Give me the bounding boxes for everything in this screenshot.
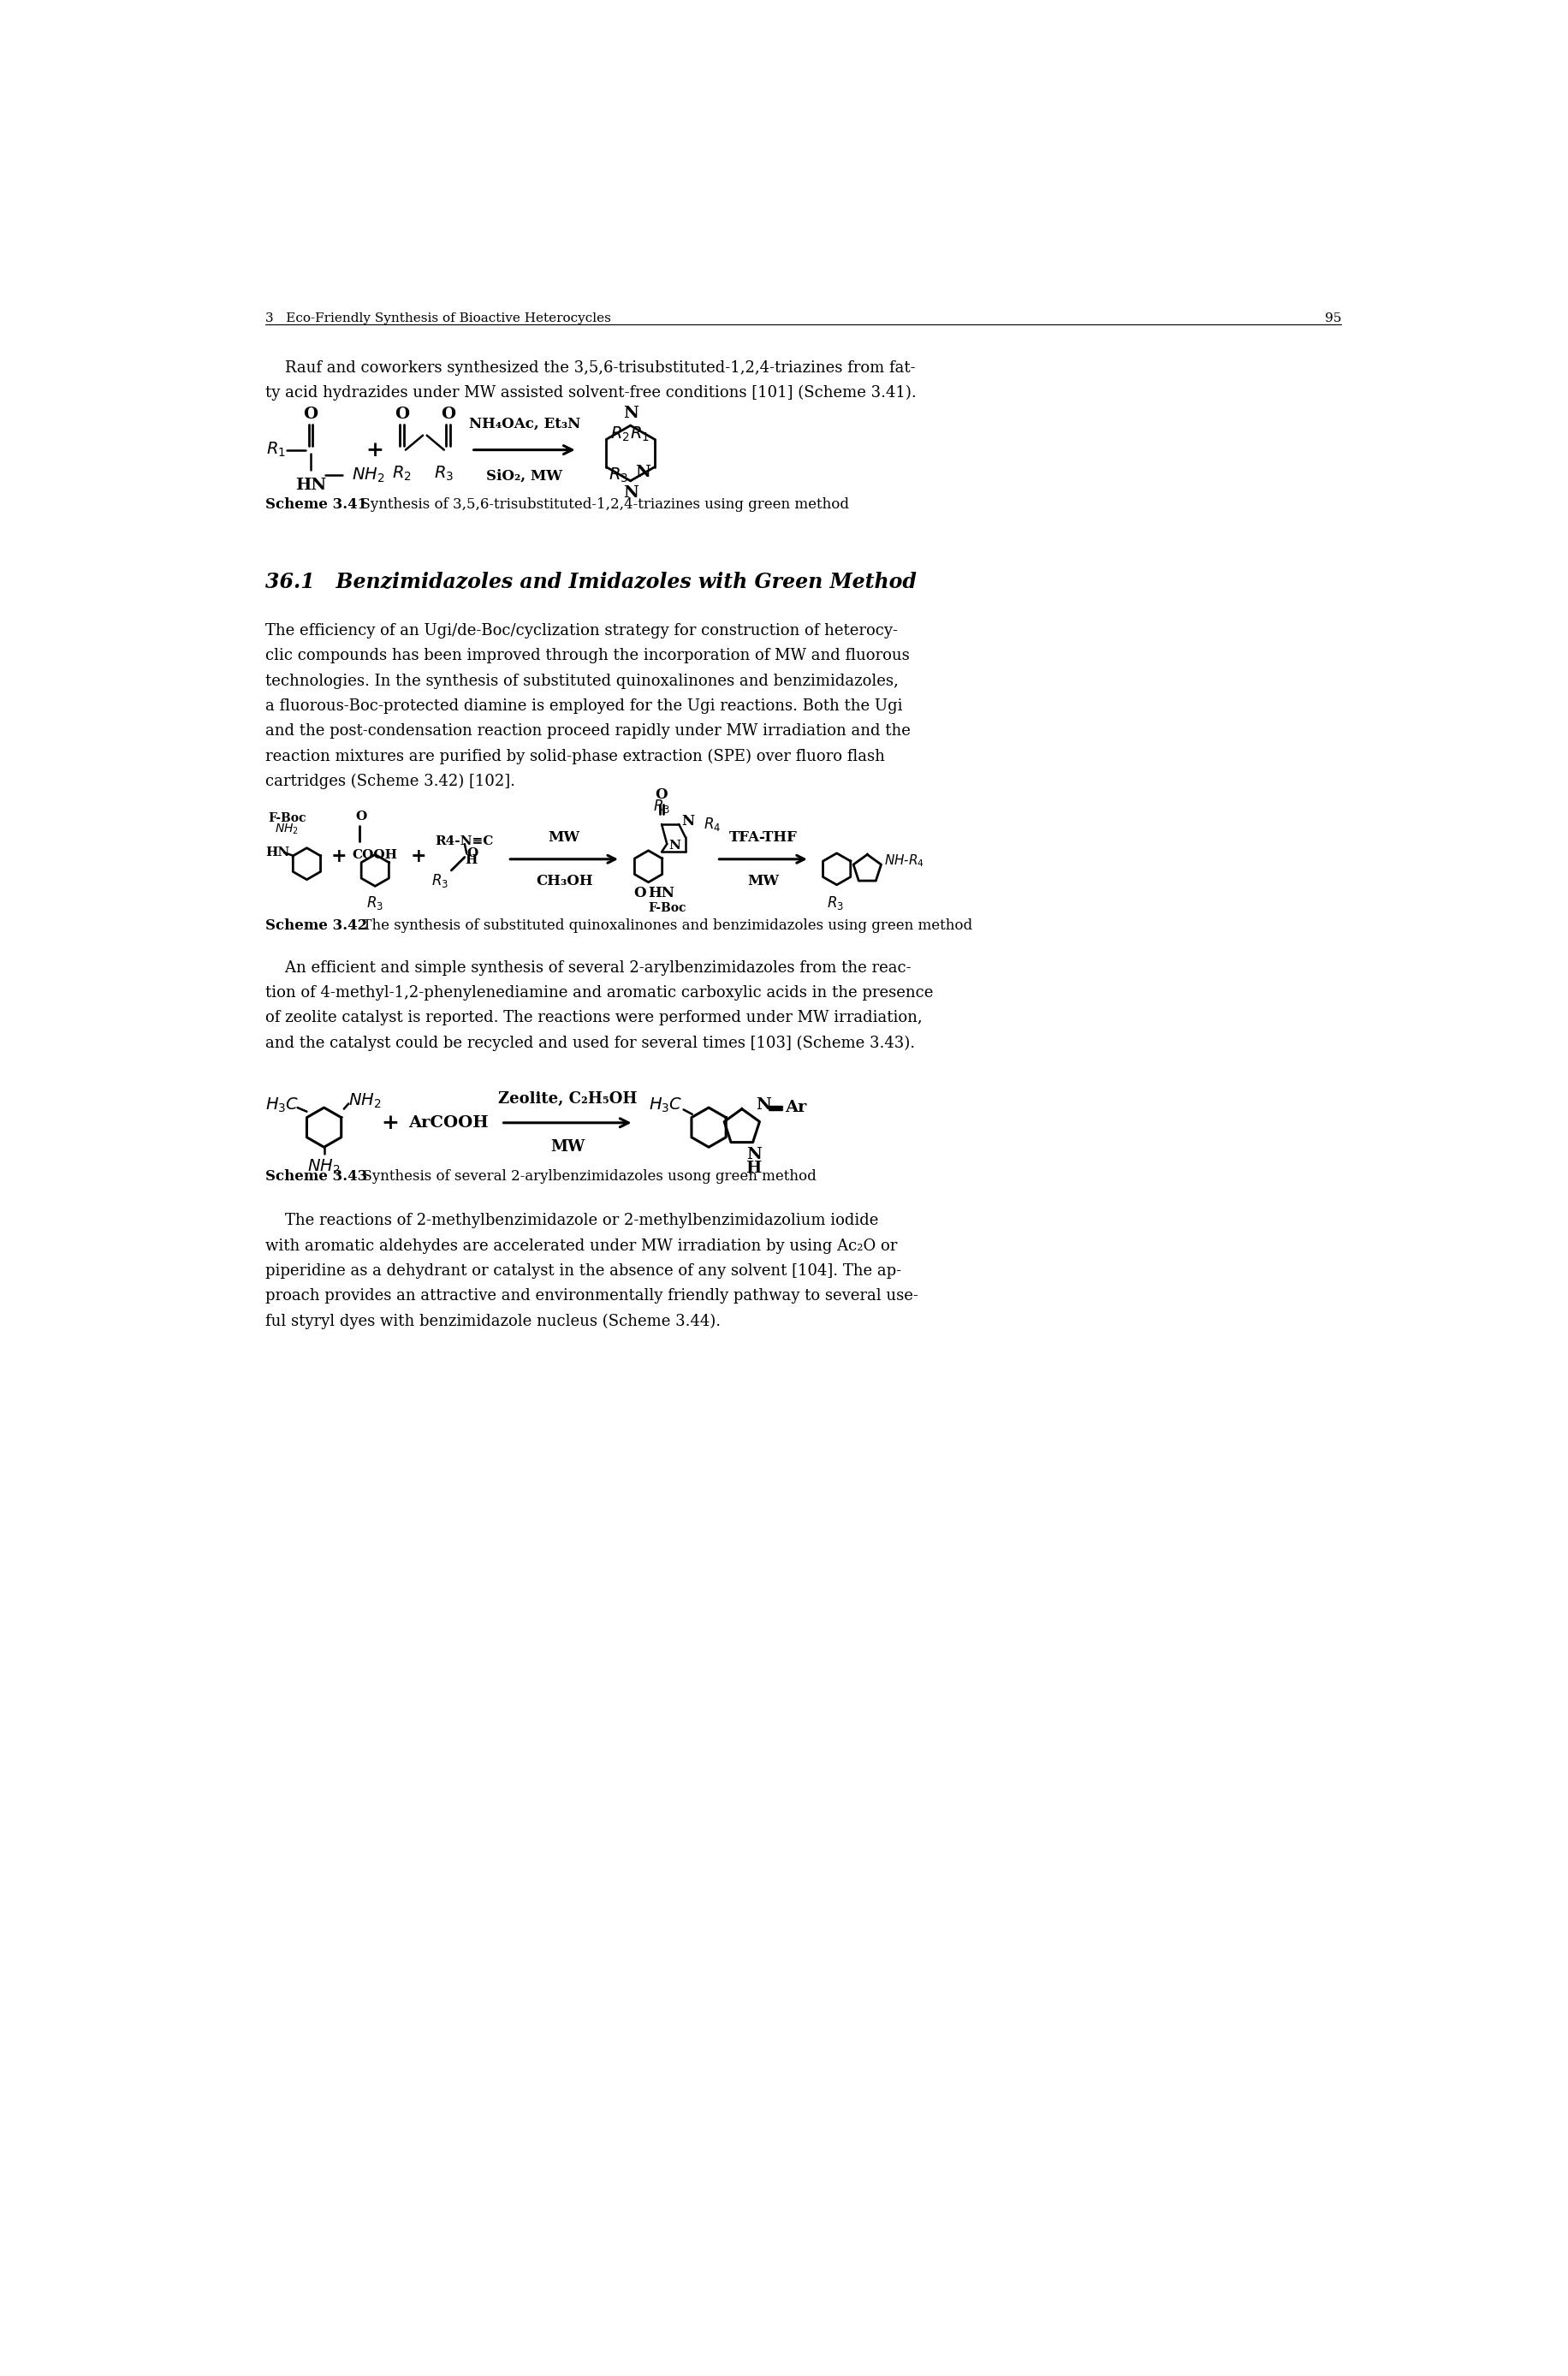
Text: $NH_2$: $NH_2$ [348,1093,381,1110]
Text: Ar: Ar [786,1100,808,1114]
Text: HN: HN [295,478,326,492]
Text: N: N [622,485,638,501]
Text: ful styryl dyes with benzimidazole nucleus (Scheme 3.44).: ful styryl dyes with benzimidazole nucle… [265,1314,721,1328]
Text: $R_3$: $R_3$ [654,798,670,815]
Text: Scheme 3.43: Scheme 3.43 [265,1169,368,1183]
Text: N: N [670,841,681,853]
Text: proach provides an attractive and environmentally friendly pathway to several us: proach provides an attractive and enviro… [265,1288,919,1304]
Text: +: + [331,848,347,867]
Text: N: N [756,1098,771,1112]
Text: The synthesis of substituted quinoxalinones and benzimidazoles using green metho: The synthesis of substituted quinoxalino… [353,920,972,934]
Text: ty acid hydrazides under MW assisted solvent-free conditions [101] (Scheme 3.41): ty acid hydrazides under MW assisted sol… [265,385,917,402]
Text: N: N [682,815,695,829]
Text: The reactions of 2-methylbenzimidazole or 2-methylbenzimidazolium iodide: The reactions of 2-methylbenzimidazole o… [265,1214,878,1228]
Text: MW: MW [550,1138,585,1155]
Text: and the catalyst could be recycled and used for several times [103] (Scheme 3.43: and the catalyst could be recycled and u… [265,1036,916,1050]
Text: piperidine as a dehydrant or catalyst in the absence of any solvent [104]. The a: piperidine as a dehydrant or catalyst in… [265,1264,902,1278]
Text: of zeolite catalyst is reported. The reactions were performed under MW irradiati: of zeolite catalyst is reported. The rea… [265,1010,922,1026]
Text: reaction mixtures are purified by solid-phase extraction (SPE) over fluoro flash: reaction mixtures are purified by solid-… [265,748,886,765]
Text: 95: 95 [1325,314,1342,326]
Text: tion of 4-methyl-1,2-phenylenediamine and aromatic carboxylic acids in the prese: tion of 4-methyl-1,2-phenylenediamine an… [265,986,933,1000]
Text: $R_3$: $R_3$ [826,893,844,912]
Text: H: H [464,855,477,867]
Text: Scheme 3.41: Scheme 3.41 [265,497,367,511]
Text: NH₄OAc, Et₃N: NH₄OAc, Et₃N [469,416,580,432]
Text: HN: HN [265,846,290,858]
Text: R4-N≡C: R4-N≡C [434,836,494,848]
Text: +: + [411,848,426,867]
Text: O: O [633,886,646,901]
Text: +: + [367,440,384,461]
Text: $NH_2$: $NH_2$ [274,822,299,836]
Text: $NH_2$: $NH_2$ [351,466,384,485]
Text: Synthesis of several 2-arylbenzimidazoles usong green method: Synthesis of several 2-arylbenzimidazole… [353,1169,815,1183]
Text: $R_4$: $R_4$ [704,815,721,832]
Text: O: O [304,406,318,423]
Text: $R_1$: $R_1$ [630,425,649,444]
Text: $R_2$: $R_2$ [392,463,411,482]
Text: $R_2$: $R_2$ [610,425,629,444]
Text: 36.1   Benzimidazoles and Imidazoles with Green Method: 36.1 Benzimidazoles and Imidazoles with … [265,573,917,592]
Text: cartridges (Scheme 3.42) [102].: cartridges (Scheme 3.42) [102]. [265,775,516,789]
Text: $R_3$: $R_3$ [367,893,384,912]
Text: Scheme 3.42: Scheme 3.42 [265,920,368,934]
Text: N: N [746,1148,762,1162]
Text: clic compounds has been improved through the incorporation of MW and fluorous: clic compounds has been improved through… [265,649,909,663]
Text: Zeolite, C₂H₅OH: Zeolite, C₂H₅OH [499,1091,637,1107]
Text: F-Boc: F-Boc [649,903,687,915]
Text: with aromatic aldehydes are accelerated under MW irradiation by using Ac₂O or: with aromatic aldehydes are accelerated … [265,1238,897,1255]
Text: O: O [441,406,455,423]
Text: HN: HN [649,886,674,901]
Text: F-Boc: F-Boc [268,813,306,824]
Text: $R_3$: $R_3$ [608,466,629,485]
Text: technologies. In the synthesis of substituted quinoxalinones and benzimidazoles,: technologies. In the synthesis of substi… [265,672,898,689]
Text: $R_3$: $R_3$ [431,872,448,889]
Text: $NH\text{-}R_4$: $NH\text{-}R_4$ [884,853,925,870]
Text: $NH_2$: $NH_2$ [307,1157,340,1176]
Text: SiO₂, MW: SiO₂, MW [486,468,563,482]
Text: N: N [622,406,638,421]
Text: a fluorous-Boc-protected diamine is employed for the Ugi reactions. Both the Ugi: a fluorous-Boc-protected diamine is empl… [265,699,903,713]
Text: Rauf and coworkers synthesized the 3,5,6-trisubstituted-1,2,4-triazines from fat: Rauf and coworkers synthesized the 3,5,6… [265,361,916,375]
Text: The efficiency of an Ugi/de-Boc/cyclization strategy for construction of heteroc: The efficiency of an Ugi/de-Boc/cyclizat… [265,623,898,639]
Text: Synthesis of 3,5,6-trisubstituted-1,2,4-triazines using green method: Synthesis of 3,5,6-trisubstituted-1,2,4-… [351,497,850,511]
Text: TFA-THF: TFA-THF [729,829,797,843]
Text: COOH: COOH [351,848,397,860]
Text: An efficient and simple synthesis of several 2-arylbenzimidazoles from the reac-: An efficient and simple synthesis of sev… [265,960,911,977]
Text: N: N [635,466,651,480]
Text: $R_3$: $R_3$ [434,463,455,482]
Text: O: O [394,406,409,423]
Text: MW: MW [748,874,779,889]
Text: MW: MW [549,829,580,843]
Text: +: + [381,1112,400,1133]
Text: $R_1$: $R_1$ [267,442,285,459]
Text: $H_3C$: $H_3C$ [649,1095,682,1114]
Text: and the post-condensation reaction proceed rapidly under MW irradiation and the: and the post-condensation reaction proce… [265,722,911,739]
Text: O: O [356,810,367,822]
Text: O: O [655,786,668,801]
Text: ArCOOH: ArCOOH [408,1114,488,1131]
Text: $H_3C$: $H_3C$ [265,1095,299,1114]
Text: O: O [467,848,478,860]
Text: H: H [746,1159,762,1176]
Text: CH₃OH: CH₃OH [536,874,593,889]
Text: 3   Eco-Friendly Synthesis of Bioactive Heterocycles: 3 Eco-Friendly Synthesis of Bioactive He… [265,314,612,326]
